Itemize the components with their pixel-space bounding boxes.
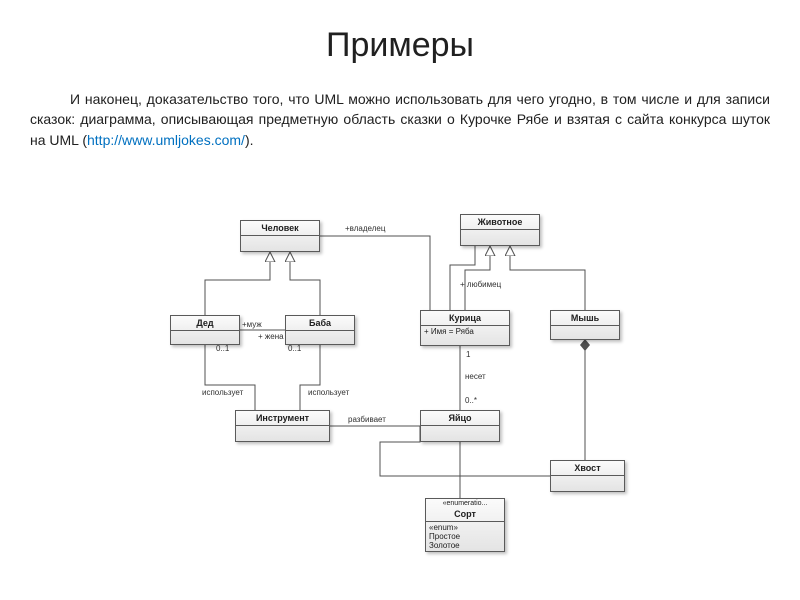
edge-label: 0..1 <box>288 344 301 353</box>
edge-mysh-gen-zhiv <box>510 246 585 310</box>
class-compartment: + Имя = Ряба <box>421 325 509 337</box>
edge-label: +муж <box>242 320 262 329</box>
class-compartment: «enum»ПростоеЗолотое <box>426 521 504 551</box>
edge-label: + жена <box>258 332 284 341</box>
class-kuritsa: Курица+ Имя = Ряба <box>420 310 510 346</box>
class-ded: Дед <box>170 315 240 345</box>
class-compartment <box>551 475 624 486</box>
class-name: Животное <box>461 215 539 229</box>
class-baba: Баба <box>285 315 355 345</box>
class-instrument: Инструмент <box>235 410 330 442</box>
class-name: Дед <box>171 316 239 330</box>
class-zhivotnoe: Животное <box>460 214 540 246</box>
edge-kuritsa-gen-zhiv <box>465 246 490 310</box>
slide-title: Примеры <box>0 0 800 65</box>
edge-label: 0..* <box>465 396 477 405</box>
edge-label: 0..1 <box>216 344 229 353</box>
class-name: Мышь <box>551 311 619 325</box>
edge-label: использует <box>202 388 243 397</box>
edge-label: +владелец <box>345 224 385 233</box>
edge-chelovek-kuritsa <box>320 236 430 310</box>
class-yaico: Яйцо <box>420 410 500 442</box>
stereotype: «enumeratio... <box>426 499 504 507</box>
edge-baba-instr <box>300 345 320 410</box>
class-compartment <box>171 330 239 341</box>
class-name: Инструмент <box>236 411 329 425</box>
class-sort: «enumeratio...Сорт«enum»ПростоеЗолотое <box>425 498 505 552</box>
class-compartment <box>286 330 354 341</box>
class-hvost: Хвост <box>550 460 625 492</box>
class-compartment <box>241 235 319 246</box>
class-name: Баба <box>286 316 354 330</box>
edge-baba-gen-chelovek <box>290 252 320 315</box>
umljokes-link[interactable]: http://www.umljokes.com/ <box>87 132 245 148</box>
edge-label: 1 <box>466 350 470 359</box>
class-name: Яйцо <box>421 411 499 425</box>
class-name: Сорт <box>426 507 504 521</box>
class-name: Хвост <box>551 461 624 475</box>
slide-paragraph: И наконец, доказательство того, что UML … <box>0 79 800 150</box>
class-mysh: Мышь <box>550 310 620 340</box>
class-name: Человек <box>241 221 319 235</box>
edge-label: использует <box>308 388 349 397</box>
class-compartment <box>461 229 539 240</box>
class-chelovek: Человек <box>240 220 320 252</box>
edge-ded-instr <box>205 345 255 410</box>
class-compartment <box>551 325 619 336</box>
paragraph-text-post: ). <box>245 132 254 148</box>
class-name: Курица <box>421 311 509 325</box>
edge-zhiv-kuritsa <box>450 246 475 310</box>
edge-label: несет <box>465 372 486 381</box>
edge-label: + любимец <box>460 280 501 289</box>
uml-diagram: Человек Животное Дед Баба Курица+ Имя = Ряба… <box>130 210 670 580</box>
edge-label: разбивает <box>348 415 386 424</box>
edge-ded-gen-chelovek <box>205 252 270 315</box>
class-compartment <box>236 425 329 436</box>
class-compartment <box>421 425 499 436</box>
